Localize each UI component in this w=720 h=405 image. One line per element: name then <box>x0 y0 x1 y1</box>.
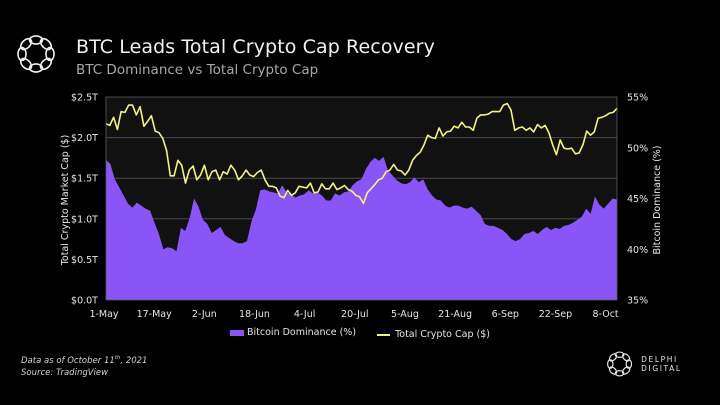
y-left-axis-title: Total Crypto Market Cap ($) <box>60 135 71 267</box>
y-left-tick-label: $0.0T <box>71 296 98 307</box>
x-tick-label: 2-Jun <box>192 309 217 320</box>
x-tick-label: 5-Aug <box>391 309 419 320</box>
brand-name: DELPHI DIGITAL <box>641 355 682 373</box>
x-tick-label: 4-Jul <box>294 309 315 320</box>
y-left-tick-label: $1.0T <box>71 214 98 225</box>
x-tick-label: 1-May <box>89 309 118 320</box>
legend-swatch-dominance <box>230 329 245 336</box>
data-as-of: Data as of October 11th, 2021 <box>21 355 148 366</box>
series-bitcoin-dominance-area <box>106 156 617 300</box>
x-tick-label: 6-Sep <box>492 309 519 320</box>
delphi-knot-icon <box>17 35 55 73</box>
legend-label-dominance: Bitcoin Dominance (%) <box>247 327 357 338</box>
legend-swatch-cap <box>377 333 391 336</box>
y-left-tick-label: $2.5T <box>71 93 98 104</box>
x-tick-label: 22-Sep <box>539 309 572 320</box>
y-right-tick-label: 55% <box>627 93 648 104</box>
series-total-crypto-cap-line <box>105 102 618 205</box>
y-right-tick-label: 45% <box>627 194 648 205</box>
y-left-tick-label: $0.5T <box>71 255 98 266</box>
y-left-tick-label: $1.5T <box>71 174 98 185</box>
y-right-tick-label: 40% <box>627 245 648 256</box>
y-left-tick-label: $2.0T <box>71 133 98 144</box>
x-tick-label: 20-Jul <box>341 309 369 320</box>
brand: DELPHI DIGITAL <box>605 349 720 379</box>
legend-label-cap: Total Crypto Cap ($) <box>395 329 490 340</box>
chart-title: BTC Leads Total Crypto Cap Recovery <box>76 36 435 58</box>
chart-subtitle: BTC Dominance vs Total Crypto Cap <box>76 62 319 78</box>
legend: Bitcoin Dominance (%) Total Crypto Cap (… <box>0 327 720 340</box>
y-right-tick-label: 50% <box>627 143 648 154</box>
delphi-knot-icon <box>607 351 633 377</box>
source-note: Source: TradingView <box>21 367 109 378</box>
footnote: Data as of October 11th, 2021 Source: Tr… <box>21 352 147 379</box>
legend-item-dominance: Bitcoin Dominance (%) <box>230 327 356 338</box>
x-tick-label: 18-Jun <box>239 309 270 320</box>
x-tick-label: 21-Aug <box>438 309 472 320</box>
y-right-axis-title: Bitcoin Dominance (%) <box>652 145 663 254</box>
plot-border <box>105 96 618 301</box>
x-tick-label: 17-May <box>137 309 173 320</box>
x-tick-label: 8-Oct <box>593 309 619 320</box>
legend-item-cap: Total Crypto Cap ($) <box>377 329 490 340</box>
y-right-tick-label: 35% <box>627 296 648 307</box>
